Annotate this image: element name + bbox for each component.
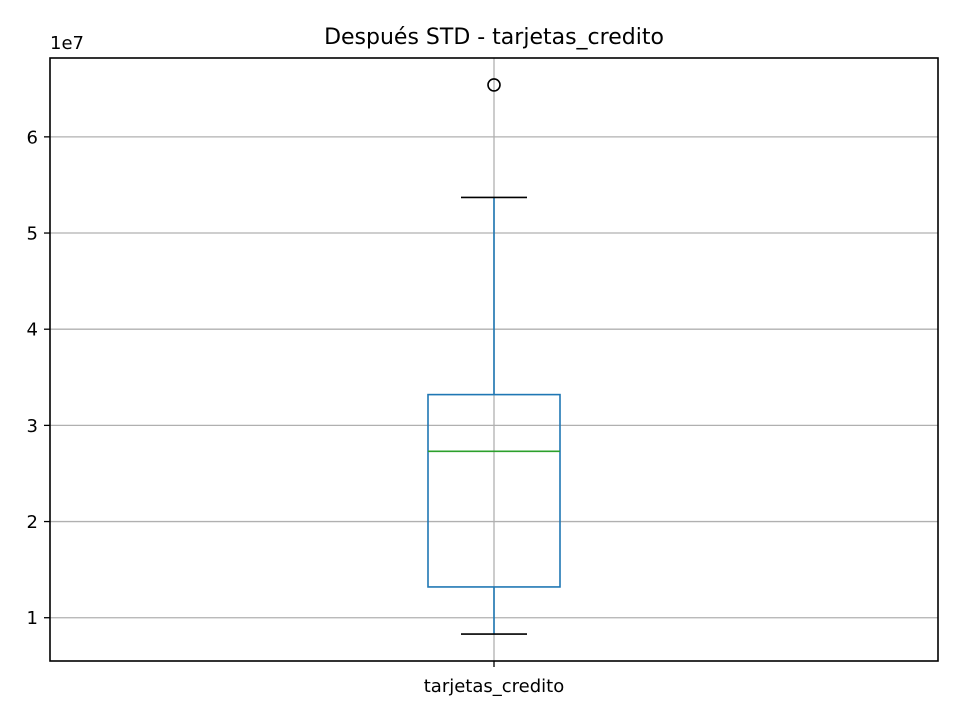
- y-tick-label: 6: [27, 127, 38, 148]
- x-axis: tarjetas_credito: [424, 661, 565, 697]
- y-tick-label: 3: [27, 416, 38, 437]
- iqr-box: [427, 393, 561, 588]
- box-marks: [427, 78, 561, 635]
- chart-title: Después STD - tarjetas_credito: [324, 25, 664, 50]
- y-tick-label: 5: [27, 224, 38, 245]
- y-tick-label: 2: [27, 512, 38, 533]
- y-axis: 1 2 3 4 5 6: [27, 127, 50, 629]
- y-axis-offset-label: 1e7: [50, 33, 84, 54]
- y-tick-label: 1: [27, 608, 38, 629]
- y-tick-label: 4: [27, 320, 38, 341]
- outlier-point: [487, 78, 501, 92]
- x-tick-label: tarjetas_credito: [424, 676, 565, 697]
